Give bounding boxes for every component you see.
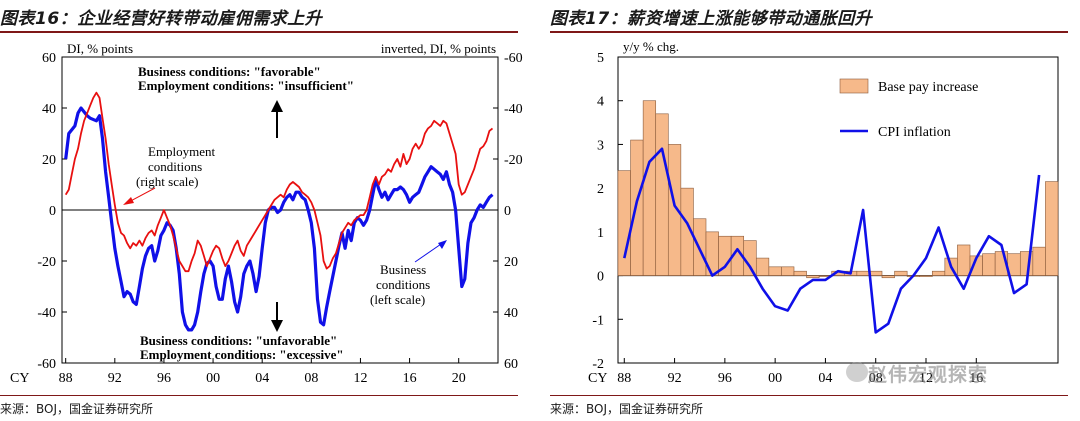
x-tick-label: 20 — [452, 371, 466, 386]
x-tick-label: 16 — [969, 371, 983, 386]
right-chart-source: 来源：BOJ，国金证券研究所 — [550, 402, 704, 416]
x-tick-label: 04 — [818, 371, 832, 386]
x-tick-label: 92 — [668, 371, 682, 386]
left-title-divider — [0, 31, 518, 33]
employment-label: (right scale) — [136, 174, 198, 189]
right-y-tick-label: 20 — [504, 255, 518, 270]
employment-pointer-head — [123, 197, 134, 205]
left-y-tick-label: -60 — [37, 357, 56, 372]
y-tick-label: 0 — [597, 270, 604, 285]
x-axis-label: CY — [588, 371, 607, 386]
base-pay-bar — [931, 270, 946, 276]
x-tick-label: 88 — [59, 371, 73, 386]
left-y-tick-label: -40 — [37, 306, 56, 321]
x-tick-label: 96 — [157, 371, 171, 386]
cpi-inflation-line — [623, 147, 1041, 334]
employment-label: Employment — [148, 144, 216, 159]
left-y-tick-label: 60 — [42, 51, 56, 66]
right-source-divider — [550, 395, 1068, 396]
x-tick-label: 08 — [304, 371, 318, 386]
down-arrow-head — [271, 320, 283, 332]
y-tick-label: 3 — [597, 138, 604, 153]
base-pay-bar — [755, 257, 770, 276]
base-pay-bar — [1032, 246, 1046, 276]
x-tick-label: 92 — [108, 371, 122, 386]
left-chart-svg: 60 40 20 0 -20 -40 -60 -60 -40 -20 0 20 40 60 DI, % po… — [10, 41, 523, 386]
business-pointer-head — [438, 240, 447, 249]
annotation-excessive: Employment conditions: "excessive" — [140, 347, 344, 362]
x-tick-label: 12 — [919, 371, 933, 386]
base-pay-bar — [617, 170, 631, 276]
base-pay-bar — [982, 253, 996, 276]
x-tick-label: 00 — [206, 371, 220, 386]
legend-cpi: CPI inflation — [878, 125, 951, 140]
x-tick-label: 96 — [718, 371, 732, 386]
left-chart-source: 来源：BOJ，国金证券研究所 — [0, 402, 154, 416]
business-conditions-line — [64, 106, 494, 332]
right-y-tick-label: 40 — [504, 306, 518, 321]
y-tick-label: -1 — [592, 313, 604, 328]
right-title-divider — [550, 31, 1068, 33]
right-y-tick-label: -20 — [504, 153, 523, 168]
legend-base-pay: Base pay increase — [878, 80, 978, 95]
x-tick-label: 12 — [353, 371, 367, 386]
left-chart-panel: 图表16：企业经营好转带动雇佣需求上升 60 40 20 0 -20 -40 -60 -60 -… — [0, 0, 530, 421]
y-tick-label: 4 — [597, 95, 604, 110]
y-axis-label: y/y % chg. — [623, 39, 679, 54]
base-pay-bar — [642, 100, 657, 276]
base-pay-bar — [869, 270, 883, 276]
employment-conditions-line — [64, 91, 494, 273]
left-y-tick-label: 0 — [49, 204, 56, 219]
right-y-tick-label: 0 — [504, 204, 511, 219]
y-tick-label: 2 — [597, 182, 604, 197]
base-pay-bar — [655, 113, 669, 276]
legend-swatch-base-pay — [839, 78, 869, 94]
annotation-unfavorable: Business conditions: "unfavorable" — [140, 333, 337, 348]
y-tick-label: -2 — [592, 357, 604, 372]
business-label: (left scale) — [370, 292, 425, 307]
base-pay-bar — [768, 266, 782, 276]
business-label: Business — [380, 262, 426, 277]
x-tick-label: 08 — [869, 371, 883, 386]
x-tick-label: 00 — [768, 371, 782, 386]
base-pay-bar — [957, 244, 971, 276]
x-axis-label: CY — [10, 371, 29, 386]
business-label: conditions — [376, 277, 430, 292]
x-tick-label: 04 — [255, 371, 269, 386]
right-chart-panel: 图表17：薪资增速上涨能够带动通胀回升 5 4 3 2 1 0 -1 -2 y/y % chg.… — [550, 0, 1080, 421]
base-pay-bar — [894, 270, 908, 276]
left-chart-title: 图表16：企业经营好转带动雇佣需求上升 — [0, 9, 323, 29]
right-axis-label: inverted, DI, % points — [381, 41, 496, 56]
y-tick-label: 5 — [597, 51, 604, 66]
employment-label: conditions — [148, 159, 202, 174]
base-pay-bar — [919, 275, 933, 277]
annotation-insufficient: Employment conditions: "insufficient" — [138, 78, 354, 93]
base-pay-bar — [743, 240, 757, 276]
y-tick-label: 1 — [597, 226, 604, 241]
right-y-tick-label: -60 — [504, 51, 523, 66]
base-pay-bar — [630, 139, 644, 276]
right-y-tick-label: 60 — [504, 357, 518, 372]
right-y-tick-label: -40 — [504, 102, 523, 117]
base-pay-bar — [806, 275, 820, 279]
watermark-text: 赵伟宏观探索 — [868, 364, 989, 386]
right-chart-title: 图表17：薪资增速上涨能够带动通胀回升 — [550, 9, 873, 29]
x-tick-label: 88 — [617, 371, 631, 386]
right-chart-svg: 5 4 3 2 1 0 -1 -2 y/y % chg. CY 88 92 96 00 04 08 12 16 Ba… — [588, 39, 1059, 386]
left-y-tick-label: 40 — [42, 102, 56, 117]
left-source-divider — [0, 395, 518, 396]
x-tick-label: 16 — [403, 371, 417, 386]
base-pay-bar — [781, 266, 795, 276]
base-pay-bar — [793, 270, 807, 276]
left-axis-label: DI, % points — [67, 41, 133, 56]
up-arrow-head — [271, 100, 283, 112]
base-pay-bar — [881, 275, 895, 279]
left-y-tick-label: -20 — [37, 255, 56, 270]
watermark-icon — [846, 362, 868, 382]
base-pay-bar — [856, 270, 870, 276]
base-pay-bar — [1045, 181, 1059, 276]
business-pointer — [414, 241, 445, 263]
left-y-tick-label: 20 — [42, 153, 56, 168]
annotation-favorable: Business conditions: "favorable" — [138, 64, 321, 79]
